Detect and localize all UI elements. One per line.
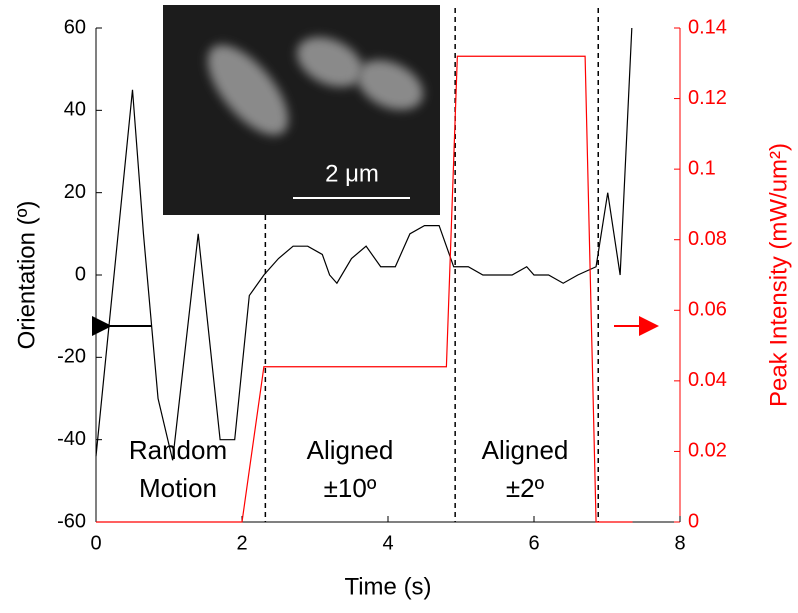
annotation: Random — [129, 435, 227, 465]
y2-tick-label: 0.14 — [688, 16, 727, 38]
plot: -60-40-20020406000.020.040.060.080.10.12… — [57, 8, 727, 554]
y2-tick-label: 0.04 — [688, 369, 727, 391]
y-tick-label: 40 — [64, 99, 86, 121]
y-tick-label: 60 — [64, 16, 86, 38]
y2-tick-label: 0.02 — [688, 440, 727, 462]
y-tick-label: -60 — [57, 510, 86, 532]
annotation: Aligned — [307, 435, 394, 465]
annotation: Motion — [139, 473, 217, 503]
series-line — [95, 27, 633, 461]
scale-label: 2 μm — [325, 160, 379, 187]
x-tick-label: 4 — [382, 532, 393, 554]
y2-tick-label: 0.08 — [688, 228, 727, 250]
x-axis-label: Time (s) — [344, 573, 431, 600]
y-axis-label: Orientation (º) — [13, 201, 40, 350]
y-tick-label: 20 — [64, 181, 86, 203]
annotation: Aligned — [482, 435, 569, 465]
y-tick-label: -40 — [57, 428, 86, 450]
annotation: ±10º — [324, 473, 377, 503]
x-tick-label: 0 — [90, 532, 101, 554]
x-tick-label: 6 — [528, 532, 539, 554]
y2-tick-label: 0 — [688, 510, 699, 532]
series-line — [96, 55, 633, 523]
y-tick-label: 0 — [75, 263, 86, 285]
y2-tick-label: 0.06 — [688, 299, 727, 321]
y2-tick-label: 0.1 — [688, 157, 716, 179]
annotation: ±2º — [506, 473, 545, 503]
x-tick-label: 8 — [674, 532, 685, 554]
inset-image: 2 μm — [163, 5, 440, 215]
y2-axis-label: Peak Intensity (mW/um²) — [765, 143, 792, 407]
x-tick-label: 2 — [236, 532, 247, 554]
y-tick-label: -20 — [57, 346, 86, 368]
y2-tick-label: 0.12 — [688, 87, 727, 109]
